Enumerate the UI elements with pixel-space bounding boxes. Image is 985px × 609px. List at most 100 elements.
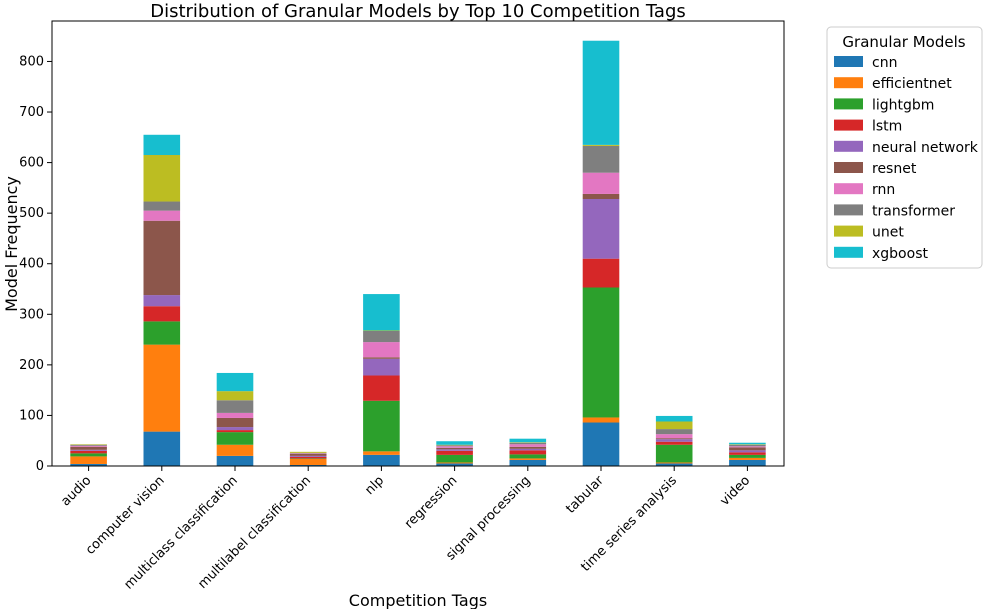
plot-frame [51, 20, 785, 467]
legend-swatch-neural-network [834, 140, 863, 152]
bar-segment-xgboost [582, 40, 620, 145]
x-tick-label: regression [402, 473, 460, 531]
bar-segment-unet [729, 444, 766, 445]
bar-segment-resnet [655, 438, 693, 440]
y-tick-label: 500 [19, 206, 44, 221]
bar-segment-cnn [436, 463, 473, 466]
x-tick-label: nlp [362, 473, 387, 498]
bar-segment-lstm [509, 450, 547, 455]
x-tick-label: tabular [563, 473, 607, 517]
legend-box [826, 26, 983, 269]
bar-segment-efficientnet [143, 344, 181, 432]
legend-label-cnn: cnn [872, 55, 897, 71]
bar-segment-transformer [70, 444, 107, 446]
bar-segment-transformer [289, 452, 327, 454]
legend-label-efficientnet: efficientnet [872, 76, 952, 92]
bar-segment-lstm [363, 375, 400, 401]
bar-segment-lightgbm [582, 287, 620, 418]
bar-segment-rnn [582, 172, 620, 194]
y-tick-label: 300 [19, 307, 44, 322]
bar-segment-lstm [582, 258, 620, 288]
legend-swatch-resnet [834, 162, 863, 173]
x-tick-label: computer vision [83, 473, 168, 558]
x-axis-label: Competition Tags [349, 591, 487, 609]
bar-segment-rnn [216, 412, 254, 418]
bar-segment-unet [143, 155, 181, 202]
legend-label-lightgbm: lightgbm [872, 97, 934, 113]
bar-segment-transformer [436, 445, 473, 447]
bar-segment-unet [436, 444, 473, 446]
bar-segment-xgboost [216, 372, 254, 392]
y-tick-label: 200 [19, 358, 44, 373]
bar-segment-unet [363, 330, 400, 331]
bar-segment-rnn [363, 342, 400, 358]
bar-segment-xgboost [655, 415, 693, 422]
chart-title: Distribution of Granular Models by Top 1… [150, 1, 686, 22]
legend-label-lstm: lstm [872, 119, 902, 135]
bar-segment-transformer [216, 400, 254, 413]
legend-swatch-cnn [834, 56, 863, 67]
legend-swatch-lightgbm [834, 98, 863, 110]
bar-segment-rnn [655, 434, 693, 439]
y-axis-label: Model Frequency [2, 176, 21, 312]
bar-segment-resnet [436, 447, 473, 450]
bar-segment-unet [289, 451, 327, 453]
bar-segment-neural-network [729, 450, 766, 453]
bar-segment-lightgbm [289, 458, 327, 459]
bar-segment-cnn [216, 455, 254, 466]
bar-segment-neural-network [436, 449, 473, 451]
bar-segment-resnet [509, 446, 547, 449]
legend-swatch-efficientnet [834, 77, 863, 89]
bar-segment-neural-network [216, 427, 254, 431]
bar-segment-cnn [289, 464, 327, 466]
bar-segment-unet [70, 444, 107, 445]
bar-segment-efficientnet [582, 417, 620, 423]
bar-segment-lightgbm [216, 432, 254, 445]
bar-segment-cnn [143, 431, 181, 466]
legend-swatch-lstm [834, 119, 863, 131]
bar-segment-xgboost [363, 294, 400, 331]
legend: Granular Models cnn efficientnet lightgbm l… [826, 26, 983, 269]
bar-segment-rnn [729, 446, 766, 448]
legend-swatch-transformer [834, 204, 863, 216]
bar-segment-rnn [289, 453, 327, 454]
legend-label-transformer: transformer [872, 203, 955, 219]
bar-segment-rnn [143, 210, 181, 221]
bars [70, 40, 766, 466]
bar-segment-cnn [655, 463, 693, 466]
bar-segment-unet [582, 144, 620, 146]
legend-label-unet: unet [872, 225, 904, 241]
bar-segment-efficientnet [729, 457, 766, 460]
y-tick-label: 600 [19, 156, 44, 171]
bar-segment-lightgbm [729, 454, 766, 458]
bar-segment-transformer [143, 201, 181, 211]
bar-segment-resnet [582, 193, 620, 199]
bar-segment-resnet [363, 357, 400, 359]
bar-segment-neural-network [655, 439, 693, 442]
bar-segment-efficientnet [289, 458, 327, 465]
bar-segment-lstm [70, 450, 107, 454]
bar-segment-xgboost [729, 442, 766, 445]
bar-segment-transformer [363, 330, 400, 343]
bar-segment-transformer [655, 429, 693, 435]
y-tick-label: 400 [19, 257, 44, 272]
bar-segment-neural-network [143, 295, 181, 307]
bar-segment-lstm [289, 456, 327, 459]
legend-label-rnn: rnn [872, 182, 895, 198]
x-tick-label: audio [58, 473, 94, 509]
bar-segment-unet [655, 421, 693, 430]
bar-segment-efficientnet [655, 462, 693, 464]
y-tick-label: 800 [19, 54, 44, 69]
bar-segment-xgboost [143, 134, 181, 156]
legend-label-neural-network: neural network [872, 140, 979, 156]
bar-segment-lstm [216, 430, 254, 433]
bar-segment-efficientnet [436, 462, 473, 464]
plot-area [51, 20, 785, 467]
bar-segment-resnet [729, 447, 766, 451]
bar-segment-transformer [509, 442, 547, 445]
bar-segment-resnet [216, 417, 254, 428]
bar-segment-efficientnet [509, 458, 547, 460]
bar-segment-cnn [582, 422, 620, 466]
x-tick-label: video [718, 473, 754, 509]
